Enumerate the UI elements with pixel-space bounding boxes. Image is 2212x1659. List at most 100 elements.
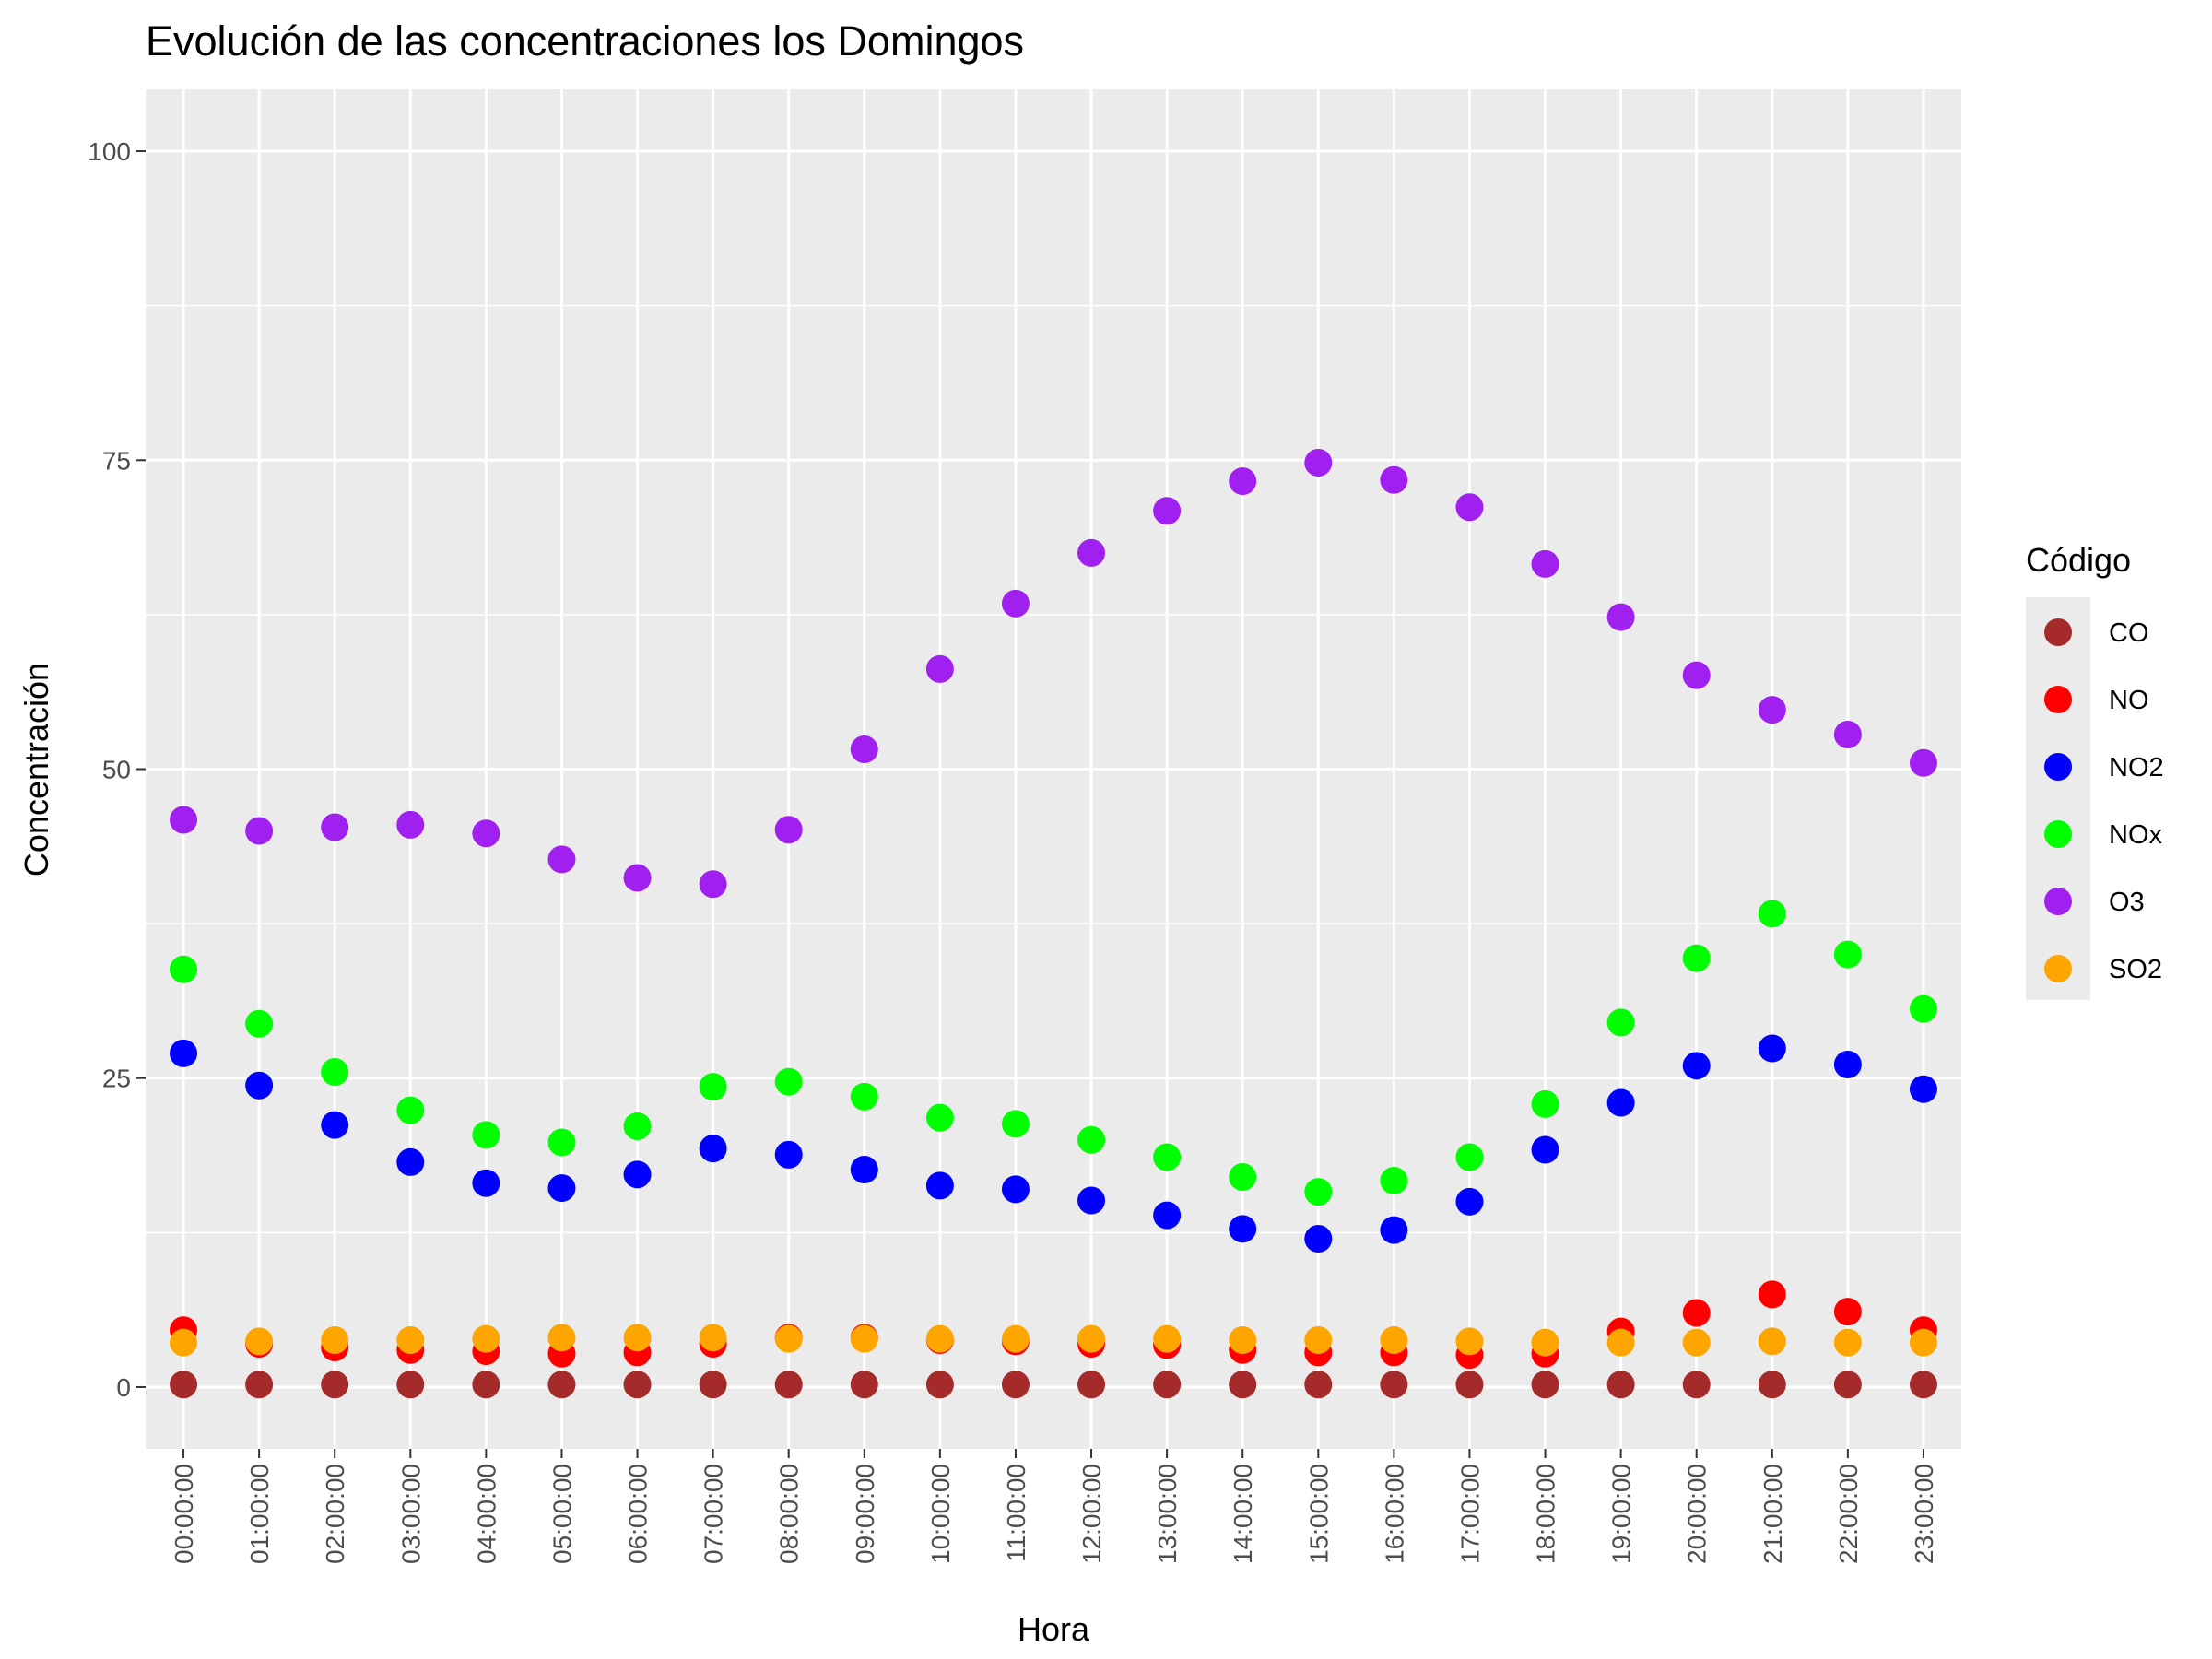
point-so2 bbox=[850, 1324, 878, 1353]
point-no2 bbox=[623, 1160, 652, 1189]
point-o3 bbox=[1229, 467, 1257, 496]
point-co bbox=[170, 1371, 198, 1399]
point-so2 bbox=[396, 1326, 425, 1354]
point-o3 bbox=[321, 813, 349, 841]
point-no2 bbox=[1606, 1088, 1635, 1117]
x-tick-label: 11:00:00 bbox=[1002, 1464, 1030, 1562]
x-tick-label: 05:00:00 bbox=[547, 1464, 576, 1564]
point-co bbox=[547, 1371, 576, 1399]
point-so2 bbox=[1909, 1328, 1937, 1357]
y-axis: 0 25 50 75 100 bbox=[88, 137, 146, 1402]
point-no bbox=[1682, 1299, 1711, 1327]
point-no2 bbox=[1304, 1225, 1333, 1253]
point-so2 bbox=[623, 1324, 652, 1352]
point-o3 bbox=[1077, 538, 1106, 567]
point-co bbox=[1455, 1371, 1484, 1399]
grid-lines bbox=[146, 89, 1961, 1449]
x-tick-label: 07:00:00 bbox=[700, 1464, 728, 1564]
point-co bbox=[1531, 1371, 1559, 1399]
point-so2 bbox=[245, 1327, 274, 1356]
point-o3 bbox=[925, 654, 954, 683]
x-axis: 00:00:00 01:00:00 02:00:00 03:00:00 04:00:00… bbox=[170, 1449, 1938, 1564]
x-tick-label: 02:00:00 bbox=[321, 1464, 349, 1564]
point-so2 bbox=[1682, 1328, 1711, 1357]
y-axis-title: Concentración bbox=[18, 663, 55, 877]
point-o3 bbox=[623, 864, 652, 892]
point-nox bbox=[699, 1073, 727, 1101]
point-no2 bbox=[1380, 1216, 1408, 1244]
x-tick-label: 23:00:00 bbox=[1910, 1464, 1938, 1564]
point-nox bbox=[1455, 1143, 1484, 1171]
point-so2 bbox=[1153, 1324, 1182, 1353]
point-no2 bbox=[1455, 1187, 1484, 1216]
point-so2 bbox=[1304, 1326, 1333, 1354]
x-axis-title: Hora bbox=[1018, 1610, 1090, 1648]
point-co bbox=[1833, 1371, 1862, 1399]
point-no2 bbox=[1001, 1175, 1030, 1204]
point-co bbox=[774, 1371, 803, 1399]
legend-label-o3: O3 bbox=[2109, 888, 2145, 917]
point-nox bbox=[1833, 940, 1862, 969]
series-no2 bbox=[170, 1034, 1937, 1253]
point-co bbox=[1304, 1371, 1333, 1399]
point-nox bbox=[1001, 1110, 1030, 1138]
x-tick-label: 16:00:00 bbox=[1380, 1464, 1408, 1564]
point-o3 bbox=[396, 810, 425, 839]
x-tick-label: 19:00:00 bbox=[1607, 1464, 1636, 1564]
point-nox bbox=[1682, 944, 1711, 972]
point-o3 bbox=[472, 819, 500, 848]
point-no2 bbox=[396, 1147, 425, 1176]
point-co bbox=[1380, 1371, 1408, 1399]
x-tick-label: 13:00:00 bbox=[1153, 1464, 1182, 1564]
point-co bbox=[925, 1371, 954, 1399]
point-nox bbox=[547, 1128, 576, 1157]
point-no2 bbox=[321, 1111, 349, 1139]
point-no2 bbox=[547, 1174, 576, 1203]
point-nox bbox=[245, 1009, 274, 1038]
point-no2 bbox=[1153, 1201, 1182, 1230]
x-tick-label: 09:00:00 bbox=[851, 1464, 879, 1564]
point-co bbox=[1606, 1371, 1635, 1399]
point-co bbox=[1001, 1371, 1030, 1399]
point-o3 bbox=[1304, 448, 1333, 477]
point-o3 bbox=[1606, 603, 1635, 631]
point-o3 bbox=[1380, 465, 1408, 494]
x-tick-label: 22:00:00 bbox=[1834, 1464, 1863, 1564]
point-nox bbox=[170, 955, 198, 983]
y-tick-label: 100 bbox=[88, 137, 131, 166]
point-no2 bbox=[774, 1140, 803, 1169]
point-o3 bbox=[547, 845, 576, 874]
point-no2 bbox=[850, 1155, 878, 1183]
point-so2 bbox=[925, 1324, 954, 1353]
data-points bbox=[170, 448, 1937, 1399]
y-tick-label: 75 bbox=[102, 446, 131, 475]
point-o3 bbox=[1682, 661, 1711, 689]
point-nox bbox=[321, 1058, 349, 1087]
point-o3 bbox=[1001, 589, 1030, 618]
point-o3 bbox=[1758, 696, 1786, 724]
point-nox bbox=[1380, 1167, 1408, 1195]
legend-label-so2: SO2 bbox=[2109, 955, 2162, 984]
point-so2 bbox=[774, 1324, 803, 1353]
point-co bbox=[396, 1371, 425, 1399]
point-so2 bbox=[1380, 1326, 1408, 1354]
x-tick-label: 20:00:00 bbox=[1683, 1464, 1712, 1564]
point-co bbox=[1909, 1371, 1937, 1399]
point-so2 bbox=[1606, 1328, 1635, 1357]
point-so2 bbox=[170, 1328, 198, 1357]
point-co bbox=[623, 1371, 652, 1399]
point-so2 bbox=[699, 1324, 727, 1352]
point-no2 bbox=[170, 1039, 198, 1067]
point-co bbox=[1682, 1371, 1711, 1399]
point-co bbox=[1153, 1371, 1182, 1399]
point-o3 bbox=[1531, 549, 1559, 578]
point-o3 bbox=[1833, 720, 1862, 748]
x-tick-label: 15:00:00 bbox=[1304, 1464, 1333, 1564]
point-so2 bbox=[547, 1324, 576, 1352]
point-co bbox=[472, 1371, 500, 1399]
point-co bbox=[1229, 1371, 1257, 1399]
legend: Código CO NO NO2 NOx O3 SO2 bbox=[2026, 541, 2164, 1000]
point-nox bbox=[1606, 1008, 1635, 1037]
point-nox bbox=[472, 1121, 500, 1149]
point-co bbox=[850, 1371, 878, 1399]
